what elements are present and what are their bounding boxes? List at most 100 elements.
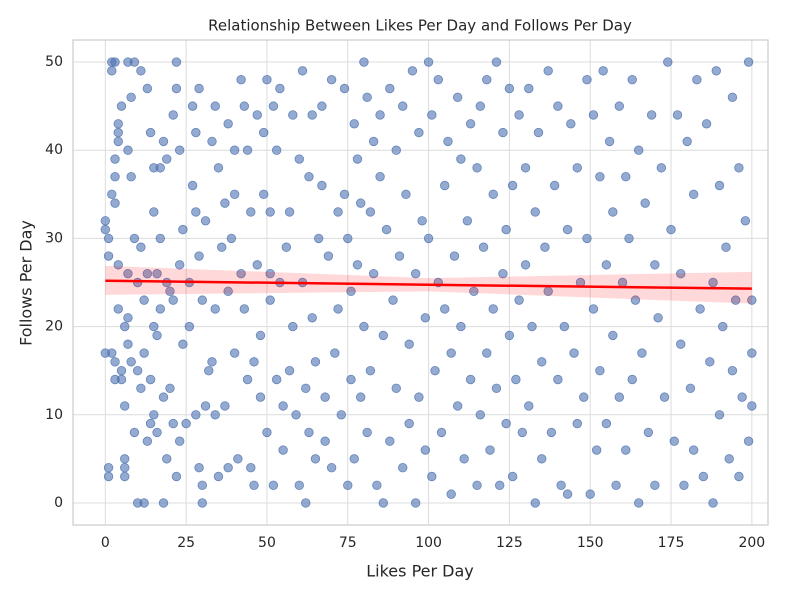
point bbox=[142, 436, 153, 446]
point bbox=[339, 83, 350, 94]
point bbox=[598, 66, 608, 76]
point bbox=[743, 57, 754, 67]
point bbox=[747, 348, 757, 358]
point bbox=[501, 224, 511, 235]
point bbox=[229, 348, 240, 358]
y-tick-label: 20 bbox=[45, 319, 63, 335]
point bbox=[572, 163, 582, 173]
point bbox=[123, 145, 133, 155]
y-tick-label: 50 bbox=[45, 54, 63, 70]
point bbox=[113, 127, 123, 138]
point bbox=[711, 66, 721, 76]
point bbox=[265, 207, 275, 217]
point bbox=[262, 74, 272, 85]
point bbox=[427, 471, 437, 482]
point bbox=[391, 145, 401, 155]
point bbox=[294, 480, 304, 491]
point bbox=[136, 66, 146, 76]
point bbox=[181, 418, 191, 429]
point bbox=[604, 136, 615, 147]
point bbox=[168, 110, 178, 120]
point bbox=[297, 66, 308, 76]
point bbox=[524, 83, 534, 94]
point bbox=[313, 233, 324, 244]
point bbox=[284, 207, 295, 217]
point bbox=[346, 374, 356, 385]
point bbox=[123, 313, 133, 323]
point bbox=[695, 304, 705, 314]
point bbox=[301, 383, 311, 394]
point bbox=[126, 92, 136, 103]
point bbox=[197, 498, 208, 508]
point bbox=[527, 321, 537, 332]
point bbox=[200, 216, 211, 226]
point bbox=[537, 357, 547, 367]
point bbox=[381, 224, 392, 235]
point bbox=[730, 295, 741, 305]
point bbox=[501, 418, 511, 429]
point bbox=[168, 418, 178, 429]
point bbox=[595, 365, 605, 376]
point bbox=[514, 110, 524, 120]
point bbox=[650, 260, 660, 270]
point bbox=[155, 233, 165, 244]
point bbox=[404, 418, 414, 429]
point bbox=[465, 119, 476, 129]
chart-title: Relationship Between Likes Per Day and F… bbox=[208, 17, 632, 35]
point bbox=[666, 224, 676, 235]
point bbox=[734, 163, 744, 173]
point bbox=[191, 207, 201, 217]
point bbox=[281, 242, 292, 252]
point bbox=[339, 189, 350, 200]
point bbox=[197, 480, 208, 491]
point bbox=[724, 454, 734, 464]
point bbox=[394, 251, 405, 261]
point bbox=[443, 136, 453, 147]
point bbox=[656, 163, 667, 173]
point bbox=[162, 154, 172, 164]
point bbox=[504, 330, 515, 341]
point bbox=[242, 145, 253, 155]
point bbox=[608, 330, 618, 341]
point bbox=[472, 480, 482, 491]
point bbox=[165, 383, 175, 394]
point bbox=[307, 313, 317, 323]
point bbox=[708, 277, 718, 288]
point bbox=[103, 471, 114, 482]
point bbox=[343, 233, 353, 244]
point bbox=[246, 462, 256, 473]
point bbox=[621, 171, 631, 182]
regression-line bbox=[105, 279, 752, 290]
point bbox=[553, 374, 563, 385]
point bbox=[482, 348, 492, 358]
point bbox=[452, 92, 463, 103]
point bbox=[362, 427, 372, 438]
point bbox=[633, 145, 644, 155]
point bbox=[446, 348, 456, 358]
point bbox=[284, 365, 295, 376]
point bbox=[216, 242, 227, 252]
point bbox=[611, 480, 621, 491]
point bbox=[601, 260, 612, 270]
point bbox=[398, 101, 408, 111]
point bbox=[643, 427, 654, 438]
point bbox=[556, 480, 566, 491]
point bbox=[107, 66, 117, 76]
point bbox=[530, 498, 540, 508]
point bbox=[685, 383, 696, 394]
point bbox=[708, 498, 718, 508]
point bbox=[129, 427, 140, 438]
point bbox=[459, 454, 469, 464]
point bbox=[624, 233, 634, 244]
point bbox=[365, 207, 376, 217]
point bbox=[116, 374, 127, 385]
point bbox=[504, 83, 515, 94]
point bbox=[187, 180, 198, 191]
point bbox=[220, 198, 230, 208]
point bbox=[440, 180, 450, 191]
point bbox=[688, 189, 699, 200]
point bbox=[333, 207, 343, 217]
point bbox=[145, 374, 156, 385]
